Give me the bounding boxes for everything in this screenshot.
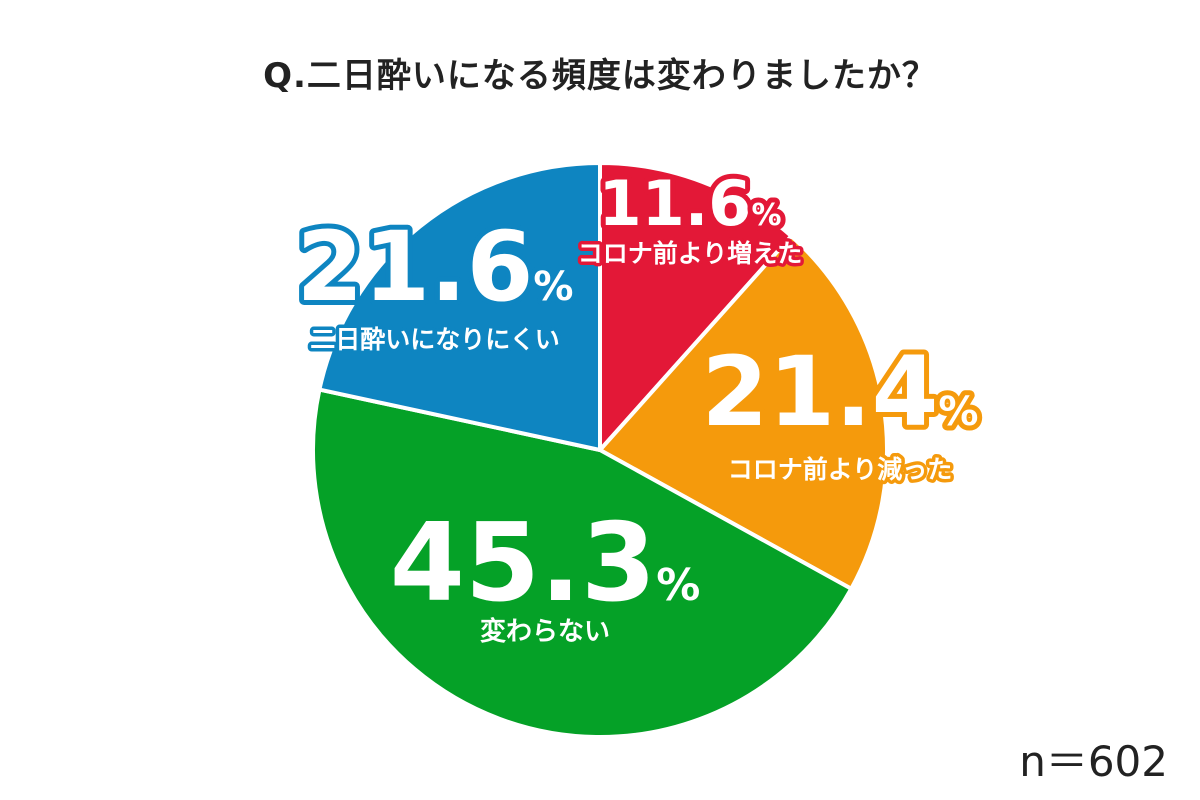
pie-slice — [317, 161, 602, 452]
percentage-value: 45.3 — [390, 501, 656, 626]
slice-category-label: 二日酔いになりにくい — [310, 325, 560, 354]
slice-percentage-label: 21.6% — [297, 211, 574, 323]
sample-size-label: n＝602 — [1019, 737, 1168, 786]
percentage-unit: % — [938, 389, 978, 435]
slice-category-label: コロナ前より増えた — [578, 239, 803, 268]
chart-title: Q.二日酔いになる頻度は変わりましたか？ — [263, 56, 937, 96]
slice-percentage-label: 45.3% — [390, 501, 701, 626]
percentage-value: 21.4 — [702, 336, 939, 448]
slice-category-label: コロナ前より減った — [728, 455, 953, 484]
pie-slice — [598, 161, 794, 452]
slice-percentage-label: 11.6% — [598, 167, 781, 240]
pie-labels: 11.6%コロナ前より増えた21.4%コロナ前より減った45.3%変わらない21… — [292, 162, 984, 647]
percentage-value: 11.6 — [598, 167, 751, 240]
percentage-unit: % — [533, 264, 573, 310]
slice-percentage-label: 21.4% — [702, 336, 979, 448]
pie-slice — [598, 234, 889, 591]
percentage-unit: % — [751, 198, 781, 233]
percentage-value: 21.6 — [297, 211, 534, 323]
pie-slice — [311, 387, 854, 739]
pie-slices — [311, 161, 889, 739]
percentage-unit: % — [656, 560, 700, 611]
slice-category-label: 変わらない — [480, 616, 610, 647]
